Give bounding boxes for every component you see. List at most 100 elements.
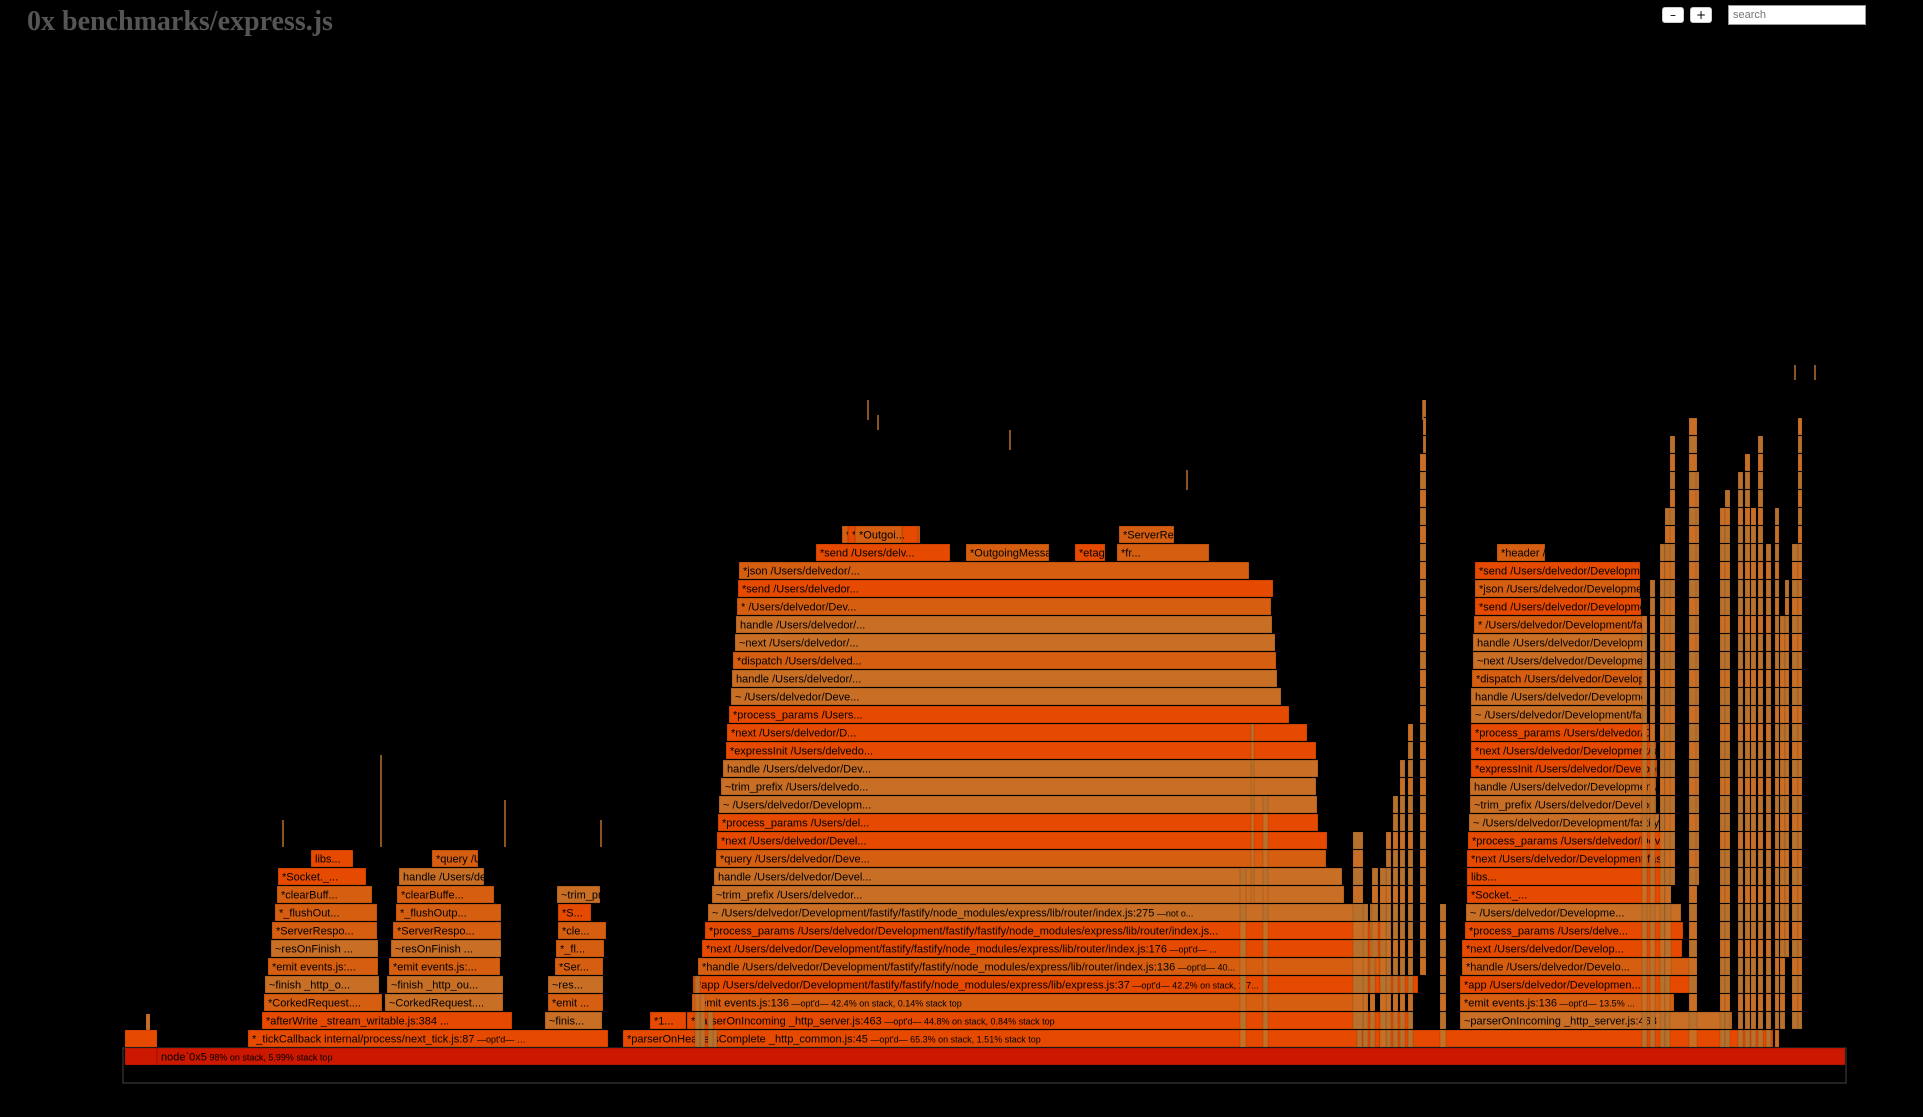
flame-frame[interactable]: *cle... [557,921,607,940]
flame-frame[interactable]: *handle /Users/delvedor/Develo... [1461,957,1691,976]
flame-frame[interactable]: *process_params /Users... [728,705,1290,724]
flame-spike [1774,795,1780,814]
flame-frame[interactable]: *ServerRespo... [392,921,502,940]
flame-frame[interactable]: *ServerRe... [1118,525,1183,544]
flame-frame[interactable]: *_flushOutp... [395,903,502,922]
flame-frame[interactable]: handle /Users/delvedor/... [731,669,1278,688]
flame-frame[interactable]: *afterWrite _stream_writable.js:384 ... [261,1011,513,1030]
flame-frame[interactable]: libs... [310,849,354,868]
flame-frame[interactable]: *process_params /Users/delvedor/Developm… [704,921,1382,940]
flame-frame[interactable]: libs... [1466,867,1666,886]
flame-frame[interactable]: node`0x5 98% on stack, 5.99% stack top [156,1047,1846,1066]
flame-spike [1791,615,1799,634]
flame-frame[interactable]: *json /Users/delvedor/... [738,561,1250,580]
flame-frame[interactable]: *parserOnIncoming _http_server.js:463 —o… [686,1011,1413,1030]
flame-spike [1791,885,1799,904]
flame-frame[interactable]: *next /Users/delvedor/Development/fastif… [1470,741,1895,760]
zoom-out-button[interactable]: – [1662,7,1684,23]
flame-frame-bar [730,687,1282,706]
flame-frame[interactable]: *_fl... [555,939,605,958]
flame-frame[interactable]: *send /Users/delv... [815,543,951,562]
flame-filler [1399,867,1406,886]
flame-frame[interactable]: ~ /Users/delvedor/Developme... [1465,903,1682,922]
flame-frame[interactable]: ~finish _http_o... [264,975,380,994]
flame-frame[interactable]: *handle /Users/delvedor/Development/fast… [697,957,1384,976]
flame-frame[interactable]: ~resOnFinish ... [270,939,379,958]
flame-frame[interactable]: *Ser... [554,957,604,976]
flame-spike [1791,741,1799,760]
flame-spike [1797,1011,1803,1030]
flame-frame-bar [274,903,378,922]
flame-frame[interactable]: *parserOnHeadersComplete _http_common.js… [622,1029,1774,1048]
flame-frame[interactable]: *clearBuffe... [396,885,495,904]
flame-frame[interactable]: *Socket._... [1466,885,1668,904]
flame-frame[interactable]: *query /Users/delvedor/Deve... [715,849,1327,868]
flame-frame[interactable]: *emit events.js:... [388,957,501,976]
flame-filler [1392,903,1399,922]
flame-frame[interactable]: *app /Users/delvedor/Development/fastify… [692,975,1419,994]
flame-frame[interactable]: ~trim_prefix /Users/delvedo... [720,777,1317,796]
zoom-in-button[interactable]: + [1690,7,1712,23]
flame-frame[interactable]: *Outgoi... [854,525,905,544]
flame-frame[interactable]: ~next /Users/delvedor/... [734,633,1276,652]
flame-frame[interactable]: ~ /Users/delvedor/Developm... [718,795,1318,814]
flame-spike [1779,1011,1786,1030]
flame-frame[interactable]: *process_params /Users/del... [717,813,1319,832]
flame-frame[interactable]: *S... [557,903,592,922]
flame-spike [1784,867,1790,886]
flame-filler [1744,921,1751,940]
flame-spike [1695,795,1700,814]
flame-frame-bar [547,975,604,994]
flame-frame[interactable]: *CorkedRequest.... [263,993,383,1012]
flame-frame[interactable]: *emit events.js:... [267,957,379,976]
flame-frame[interactable]: *dispatch /Users/delved... [732,651,1277,670]
flame-frame[interactable]: *dispatch /Users/delvedor/Development/fa… [1471,669,1879,688]
flame-filler [1649,651,1656,670]
flame-frame[interactable]: *ServerRespo... [271,921,378,940]
flame-frame[interactable]: *1... [649,1011,687,1030]
flame-frame[interactable]: ~resOnFinish ... [390,939,502,958]
flame-frame[interactable]: ~trim_prefix /Users/delvedor... [711,885,1345,904]
flame-filler [1392,849,1399,868]
flame-frame[interactable]: ~next /Users/delvedor/Development/fastif… [1472,651,1878,670]
flame-frame[interactable]: *process_params /Users/delvedor/Developm… [1470,723,1887,742]
flame-frame[interactable]: *fr... [1116,543,1210,562]
flame-filler [1744,525,1751,544]
flame-frame[interactable]: ~ /Users/delvedor/Deve... [730,687,1282,706]
flame-frame[interactable]: *Socket._... [277,867,367,886]
flame-spike [1797,651,1803,670]
flame-frame[interactable]: *app /Users/delvedor/Developmen... [1459,975,1691,994]
flame-filler [1765,795,1772,814]
flame-frame[interactable]: *expressInit /Users/delvedo... [725,741,1317,760]
flame-frame[interactable]: ~CorkedRequest.... [384,993,504,1012]
flame-filler [1649,723,1656,742]
flame-frame[interactable]: handle /Users/delvedor/Dev... [722,759,1319,778]
flame-frame[interactable]: *_tickCallback internal/process/next_tic… [247,1029,609,1048]
search-input[interactable] [1728,5,1866,25]
flame-spike [1688,1011,1698,1030]
flame-frame[interactable]: *next /Users/delvedor/Develop... [1461,939,1683,958]
flame-spike [1695,669,1700,688]
flame-frame[interactable]: *send /Users/delvedor/Development/fastif… [1474,597,1877,616]
flame-frame[interactable]: *next /Users/delvedor/D... [726,723,1308,742]
flame-frame[interactable]: handle /Users/delvedor/Development/fasti… [1470,687,1882,706]
flame-spike [1779,651,1786,670]
flame-spike [1262,867,1269,886]
flame-frame[interactable]: handle /Users/delvedor/Devel... [713,867,1343,886]
flame-frame[interactable]: * /Users/delvedor/Dev... [736,597,1272,616]
flame-frame[interactable]: *_flushOut... [274,903,378,922]
flame-frame[interactable]: *clearBuff... [276,885,373,904]
flame-frame[interactable]: *OutgoingMessage... [965,543,1073,562]
flame-frame[interactable]: *next /Users/delvedor/Devel... [716,831,1328,850]
flame-frame-bar [722,759,1319,778]
flame-frame[interactable]: ~finis... [544,1011,603,1030]
flame-frame[interactable]: *emit ... [547,993,604,1012]
flame-filler [1757,903,1764,922]
flame-filler [1757,777,1764,796]
flame-frame[interactable]: handle /Users/delvedor/... [735,615,1273,634]
flame-frame[interactable]: ~finish _http_ou... [386,975,504,994]
flame-frame[interactable]: *next /Users/delvedor/Development/fastif… [701,939,1389,958]
flame-frame[interactable]: ~res... [547,975,604,994]
flame-frame[interactable]: *send /Users/delvedor... [737,579,1274,598]
flame-frame[interactable]: *header /U... [1496,543,1563,562]
